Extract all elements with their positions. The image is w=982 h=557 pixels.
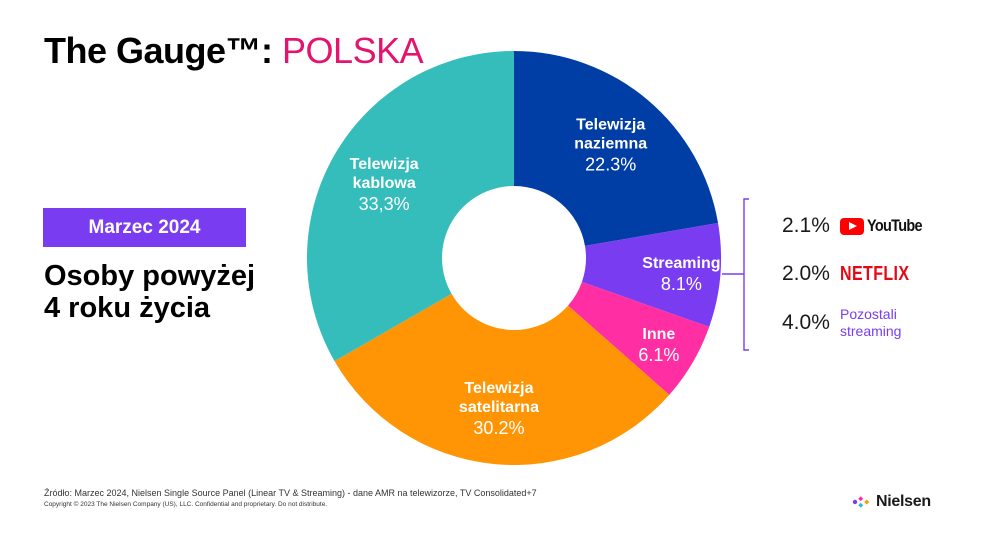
breakdown-netflix: 2.0% NETFLIX	[782, 259, 927, 289]
audience-label: Osoby powyżej 4 roku życia	[44, 260, 255, 324]
slice-4	[307, 51, 514, 362]
period-badge: Marzec 2024	[43, 208, 246, 247]
slice-name-0-0: Telewizja	[576, 116, 645, 133]
streaming-bracket	[722, 198, 749, 351]
slice-0	[514, 51, 719, 246]
youtube-play-icon	[840, 217, 864, 235]
slice-label-3: Telewizja satelitarna 30.2%	[459, 380, 539, 438]
audience-line-2: 4 roku życia	[44, 292, 211, 324]
other-streaming-label: Pozostali streaming	[840, 306, 902, 339]
slice-name-3-0: Telewizja	[464, 380, 533, 397]
slice-name-0-1: naziemna	[574, 135, 647, 152]
slice-value-4: 33,3%	[359, 194, 410, 214]
slice-value-3: 30.2%	[473, 418, 524, 438]
slice-label-1: Streaming 8.1%	[642, 255, 720, 294]
other-streaming-share: 4.0%	[782, 311, 830, 334]
slice-name-2-0: Inne	[642, 326, 675, 343]
page-title: The Gauge™: POLSKA	[44, 30, 424, 72]
slice-name-3-1: satelitarna	[459, 399, 539, 416]
netflix-logo: NETFLIX	[840, 262, 910, 285]
slice-1	[581, 223, 721, 327]
breakdown-other-streaming: 4.0% Pozostali streaming	[782, 303, 920, 343]
title-prefix: The Gauge™:	[44, 30, 273, 71]
source-note: Źródło: Marzec 2024, Nielsen Single Sour…	[44, 488, 537, 498]
slice-2	[568, 281, 710, 395]
slice-name-4-1: kablowa	[353, 175, 416, 192]
youtube-share: 2.1%	[782, 214, 830, 237]
nielsen-mark-icon	[852, 496, 870, 508]
slice-value-2: 6.1%	[638, 345, 679, 365]
youtube-logo: YouTube	[840, 216, 932, 236]
title-accent: POLSKA	[282, 30, 424, 71]
slice-value-1: 8.1%	[661, 274, 702, 294]
nielsen-wordmark: Nielsen	[876, 493, 931, 510]
slice-label-2: Inne 6.1%	[638, 326, 679, 365]
breakdown-youtube: 2.1% YouTube	[782, 211, 932, 241]
slice-value-0: 22.3%	[585, 154, 636, 174]
slice-3	[334, 293, 670, 465]
slice-label-0: Telewizja naziemna 22.3%	[574, 116, 647, 174]
copyright-note: Copyright © 2023 The Nielsen Company (US…	[44, 501, 328, 508]
netflix-share: 2.0%	[782, 262, 830, 285]
youtube-wordmark: YouTube	[867, 216, 923, 235]
slice-name-4-0: Telewizja	[350, 156, 419, 173]
slice-label-4: Telewizja kablowa 33,3%	[350, 156, 419, 214]
slice-name-1-0: Streaming	[642, 255, 720, 272]
audience-line-1: Osoby powyżej	[44, 260, 256, 292]
nielsen-logo: Nielsen	[852, 493, 931, 511]
